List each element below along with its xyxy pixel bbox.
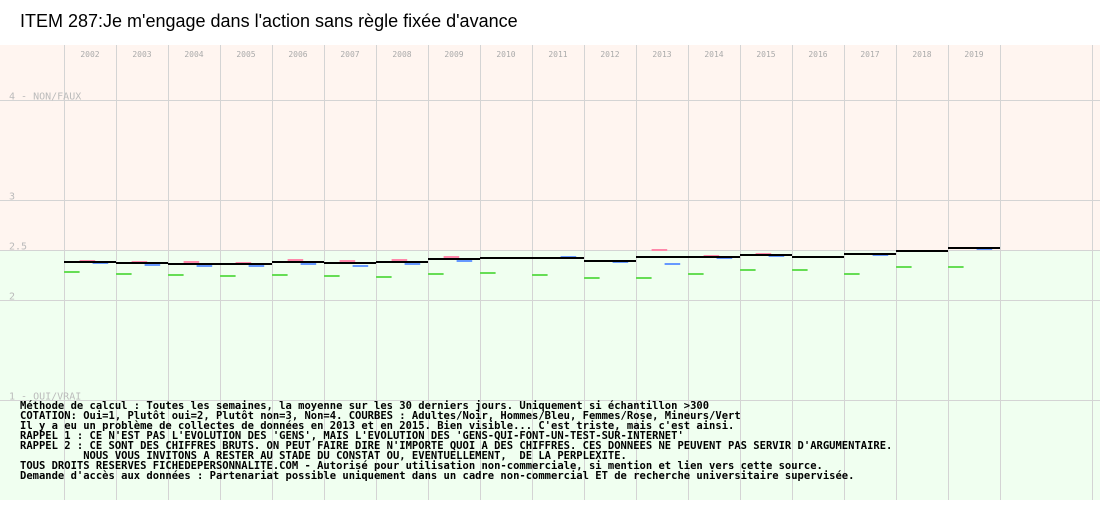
x-tick-label: 2013 [652,50,671,59]
note-line: Demande d'accès aux données : Partenaria… [20,470,855,482]
x-tick-label: 2009 [444,50,463,59]
note-line: Il y a eu un problème de collectes de do… [20,420,735,432]
background-band [0,45,1100,250]
x-tick-label: 2007 [340,50,359,59]
x-tick-label: 2019 [964,50,983,59]
note-line: Méthode de calcul : Toutes les semaines,… [20,400,710,412]
x-tick-label: 2012 [600,50,619,59]
x-tick-label: 2017 [860,50,879,59]
chart-title: ITEM 287:Je m'engage dans l'action sans … [20,11,518,31]
note-line: COTATION: Oui=1, Plutôt oui=2, Plutôt no… [20,410,741,422]
y-tick-label: 3 [9,192,15,203]
note-line: NOUS VOUS INVITONS A RESTER AU STADE DU … [20,450,627,462]
background-band [0,250,1100,500]
x-tick-label: 2015 [756,50,775,59]
x-tick-label: 2004 [184,50,203,59]
y-tick-label: 1 - OUI/VRAI [9,392,81,403]
chart-notes: Méthode de calcul : Toutes les semaines,… [20,400,1095,482]
x-tick-label: 2010 [496,50,515,59]
y-tick-label: 2 [9,292,15,303]
x-tick-label: 2008 [392,50,411,59]
note-line: TOUS DROITS RESERVES FICHEDEPERSONNALITE… [20,460,823,472]
x-tick-label: 2006 [288,50,307,59]
x-tick-label: 2011 [548,50,567,59]
x-tick-label: 2005 [236,50,255,59]
note-line: RAPPEL 2 : CE SONT DES CHIFFRES BRUTS. O… [20,440,893,452]
x-tick-label: 2016 [808,50,827,59]
note-line: RAPPEL 1 : CE N'EST PAS L'EVOLUTION DES … [20,430,684,442]
x-tick-label: 2003 [132,50,151,59]
y-tick-label: 4 - NON/FAUX [9,92,81,103]
x-tick-label: 2014 [704,50,723,59]
x-tick-label: 2002 [80,50,99,59]
y-tick-label: 2.5 [9,242,27,253]
x-tick-label: 2018 [912,50,931,59]
